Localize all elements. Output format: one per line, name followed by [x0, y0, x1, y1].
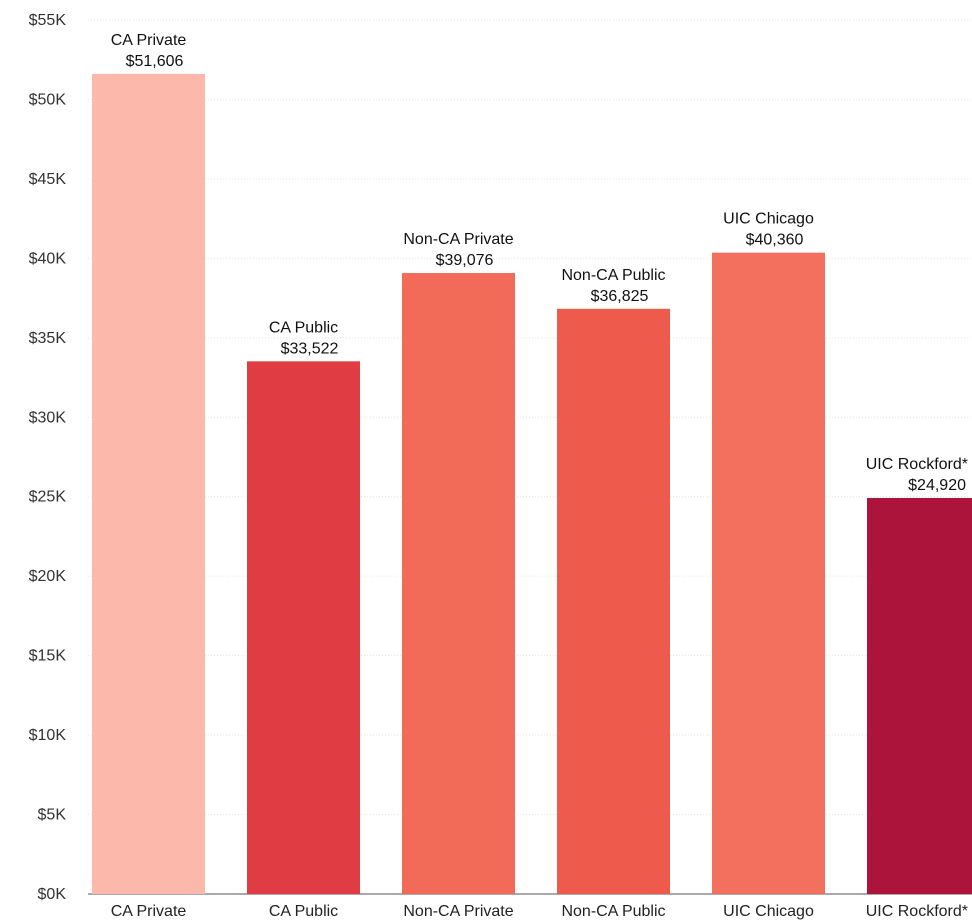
bar-value-label: $39,076	[436, 252, 494, 269]
data-labels: CA Private $51,606 CA Public $33,522 Non-CA …	[111, 32, 968, 494]
bar-category-label: Non-CA Public	[561, 267, 665, 284]
y-tick-label: $55K	[29, 12, 67, 29]
x-tick-label: UIC Rockford*	[866, 903, 968, 920]
bar-category-label: UIC Rockford*	[866, 456, 968, 473]
bar	[867, 497, 972, 894]
bar	[402, 273, 515, 894]
x-tick-label: Non-CA Public	[561, 903, 665, 920]
bar-value-label: $51,606	[126, 53, 184, 70]
x-tick-label: UIC Chicago	[723, 903, 814, 920]
bar-value-label: $36,825	[591, 288, 649, 305]
bars	[92, 73, 972, 895]
bar-category-label: UIC Chicago	[723, 211, 814, 228]
bar-value-label: $24,920	[908, 477, 966, 494]
y-tick-label: $30K	[29, 409, 67, 426]
bar-value-label: $40,360	[746, 232, 804, 249]
bar	[712, 252, 825, 894]
y-tick-label: $20K	[29, 568, 67, 585]
gridlines	[88, 19, 972, 895]
bar	[92, 73, 205, 895]
x-axis-ticks: CA Private CA Public Non-CA Private Non-CA …	[111, 903, 968, 920]
y-axis-ticks: $0K $5K $10K $15K $20K $25K $30K $35K $40K $45K $5…	[29, 12, 67, 903]
x-tick-label: CA Private	[111, 903, 187, 920]
bar-category-label: CA Public	[269, 319, 338, 336]
y-tick-label: $35K	[29, 330, 67, 347]
x-tick-label: CA Public	[269, 903, 338, 920]
bar-value-label: $33,522	[281, 340, 339, 357]
bar-category-label: Non-CA Private	[403, 231, 513, 248]
bar	[247, 361, 360, 894]
y-tick-label: $10K	[29, 727, 67, 744]
y-tick-label: $45K	[29, 171, 67, 188]
y-tick-label: $50K	[29, 91, 67, 108]
bar	[557, 308, 670, 894]
y-tick-label: $5K	[38, 807, 67, 824]
y-tick-label: $0K	[38, 886, 67, 903]
x-tick-label: Non-CA Private	[403, 903, 513, 920]
bar-category-label: CA Private	[111, 32, 187, 49]
y-tick-label: $15K	[29, 648, 67, 665]
y-tick-label: $40K	[29, 250, 67, 267]
y-tick-label: $25K	[29, 489, 67, 506]
